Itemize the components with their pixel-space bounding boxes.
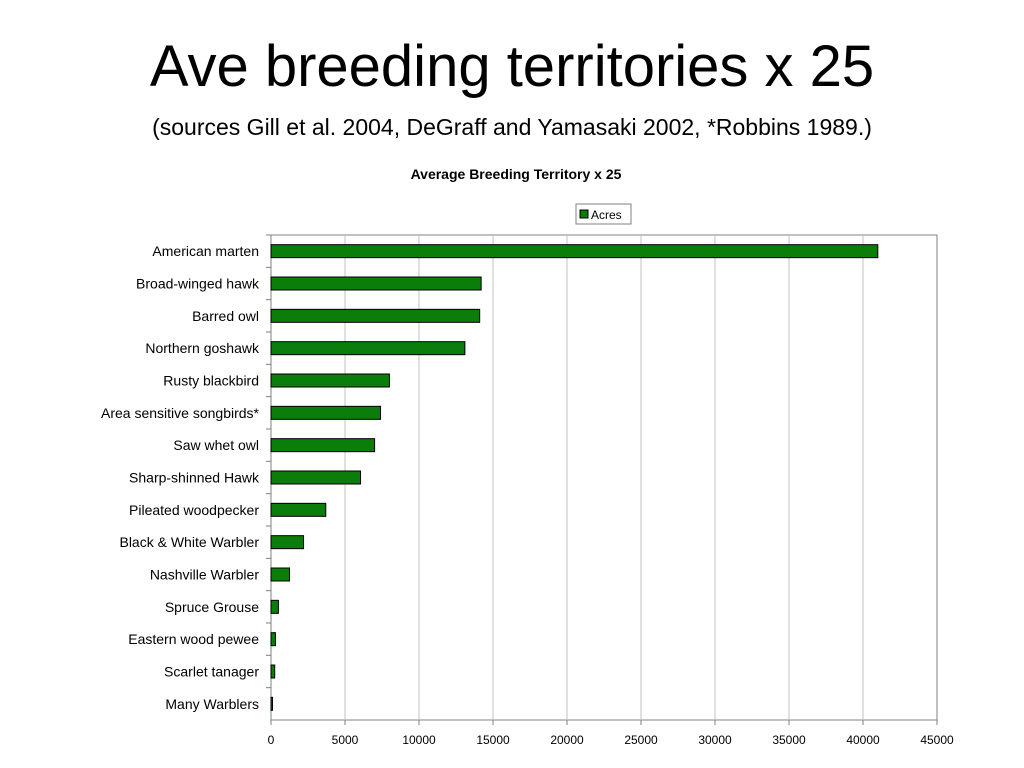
- x-tick-label: 45000: [920, 733, 954, 747]
- x-tick-label: 0: [268, 733, 275, 747]
- x-tick-label: 25000: [624, 733, 658, 747]
- category-label: Rusty blackbird: [163, 373, 259, 389]
- category-label: Pileated woodpecker: [129, 502, 259, 518]
- category-label: Saw whet owl: [173, 437, 259, 453]
- bar: [270, 405, 382, 420]
- slide-title: Ave breeding territories x 25: [149, 34, 875, 99]
- bar: [270, 696, 273, 711]
- x-tick-label: 35000: [772, 733, 806, 747]
- category-label: Barred owl: [192, 308, 259, 324]
- category-label: Eastern wood pewee: [128, 631, 259, 647]
- category-label: American marten: [152, 243, 259, 259]
- legend: Acres: [575, 203, 632, 225]
- bar: [270, 567, 290, 582]
- plot-area: 0 5000 10000 15000 20000 25000 30000 35000 40000…: [101, 234, 954, 747]
- category-label: Sharp-shinned Hawk: [129, 470, 260, 486]
- category-label: Nashville Warbler: [150, 567, 260, 583]
- category-label: Broad-winged hawk: [136, 276, 260, 292]
- plot-frame: [270, 234, 938, 721]
- bar: [270, 632, 276, 647]
- x-tick-label: 20000: [550, 733, 584, 747]
- bar: [270, 308, 481, 323]
- bar: [270, 373, 390, 388]
- category-label: Many Warblers: [165, 696, 259, 712]
- category-label: Black & White Warbler: [119, 534, 259, 550]
- bar: [270, 276, 482, 291]
- bar: [270, 502, 327, 517]
- bar: [270, 341, 466, 356]
- bar: [270, 664, 276, 679]
- x-tick-label: 30000: [698, 733, 732, 747]
- legend-label: Acres: [591, 208, 622, 222]
- x-tick-label: 5000: [332, 733, 359, 747]
- bar: [270, 470, 362, 485]
- category-label: Area sensitive songbirds*: [101, 405, 260, 421]
- x-tick-label: 15000: [476, 733, 510, 747]
- legend-box: [575, 203, 632, 225]
- chart-title: Average Breeding Territory x 25: [411, 166, 622, 182]
- slide-subtitle: (sources Gill et al. 2004, DeGraff and Y…: [152, 114, 872, 140]
- category-label: Spruce Grouse: [165, 599, 259, 615]
- category-label: Northern goshawk: [145, 340, 260, 356]
- x-tick-label: 10000: [402, 733, 436, 747]
- category-label: Scarlet tanager: [164, 664, 259, 680]
- x-tick-label: 40000: [846, 733, 880, 747]
- bar: [270, 599, 279, 614]
- legend-swatch: [579, 209, 589, 219]
- bar: [270, 438, 376, 453]
- bar: [270, 244, 879, 259]
- bar: [270, 535, 305, 550]
